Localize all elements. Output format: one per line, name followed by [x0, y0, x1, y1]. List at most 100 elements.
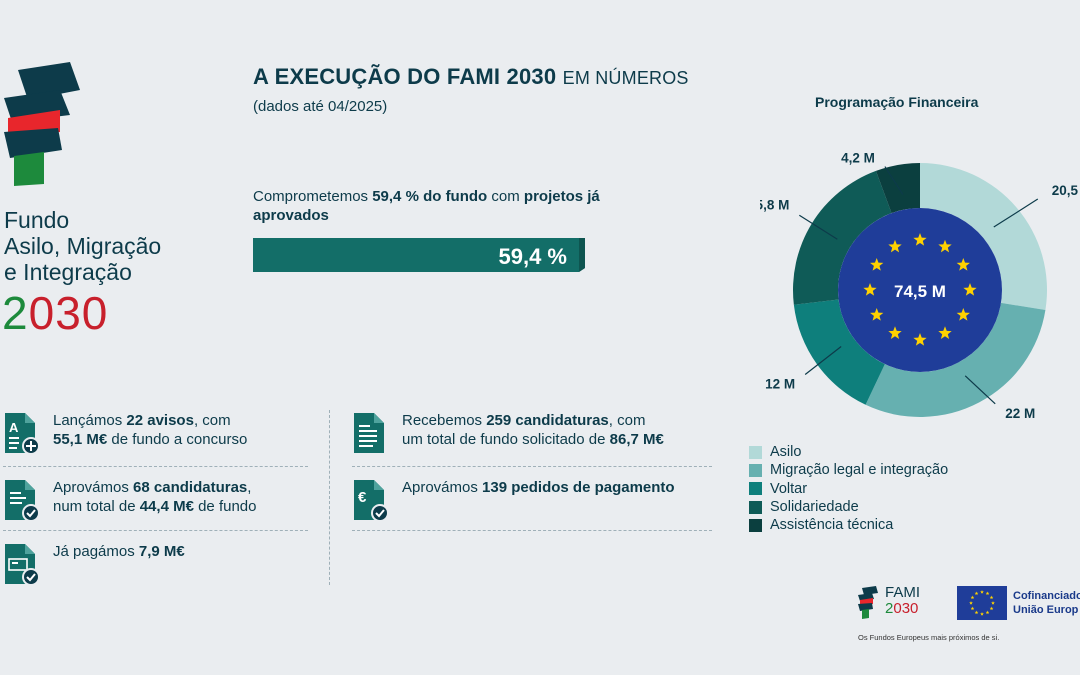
stat-part: Já pagámos — [53, 543, 139, 560]
legend-swatch — [749, 445, 762, 459]
fami-small-logo — [858, 586, 878, 619]
eu-star-icon — [980, 590, 984, 594]
stat-value: 68 candidaturas — [133, 479, 248, 496]
legend-item: Migração legal e integração — [749, 461, 948, 479]
divider — [352, 530, 712, 531]
donut-data-label: 22 M — [1005, 406, 1035, 421]
stat-candidaturas-aprovadas-text: Aprovámos 68 candidaturas, num total de … — [53, 478, 256, 516]
document-check-icon — [5, 480, 39, 522]
eu-star-icon — [989, 595, 994, 600]
year-digit: 2 — [2, 287, 29, 339]
eu-star-icon — [974, 591, 979, 596]
leader-line — [993, 198, 1039, 228]
stat-candidaturas-recebidas-text: Recebemos 259 candidaturas, com um total… — [402, 411, 664, 449]
legend-item: Assistência técnica — [749, 516, 948, 534]
page-subtitle: (dados até 04/2025) — [253, 98, 388, 115]
donut-slice — [865, 302, 1046, 418]
page-title: A EXECUÇÃO DO FAMI 2030 EM NÚMEROS — [253, 64, 689, 90]
donut-slice — [793, 170, 892, 305]
eu-star-icon — [980, 612, 984, 616]
leader-line — [804, 346, 842, 375]
fund-year: 2030 — [2, 290, 108, 336]
commitment-progress-bar: 59,4 % — [253, 234, 585, 272]
stat-part: Lançámos — [53, 412, 127, 429]
chart-title: Programação Financeira — [815, 94, 979, 110]
divider — [329, 410, 330, 585]
euro-document-check-icon: € — [354, 480, 388, 522]
page-title-bold: A EXECUÇÃO DO FAMI 2030 — [253, 64, 557, 89]
stat-part: num total de — [53, 498, 140, 515]
eu-star-icon — [888, 239, 902, 253]
eu-star-icon — [991, 601, 995, 605]
stat-part: um total de fundo solicitado de — [402, 431, 610, 448]
eu-star-icon — [888, 326, 902, 339]
legend-label: Asilo — [770, 444, 802, 461]
stat-candidaturas-aprovadas: Aprovámos 68 candidaturas, num total de … — [3, 478, 256, 522]
stat-line: 55,1 M€ de fundo a concurso — [53, 430, 247, 449]
donut-slice — [793, 299, 885, 405]
fami-small-year: 2030 — [885, 601, 920, 617]
eu-star-icon — [913, 333, 927, 346]
chart-legend: Asilo Migração legal e integração Voltar… — [749, 443, 948, 534]
year-digit: 0 — [893, 600, 902, 617]
fund-name: Fundo Asilo, Migração e Integração — [4, 207, 161, 285]
legend-label: Assistência técnica — [770, 517, 894, 534]
eu-star-icon — [956, 308, 970, 321]
stat-value: 44,4 M€ — [139, 498, 194, 515]
eu-flag-icon — [957, 586, 1007, 620]
stat-line: num total de 44,4 M€ de fundo — [53, 497, 256, 516]
eu-star-icon — [863, 283, 877, 296]
stat-part: de fundo — [193, 498, 257, 515]
leader-line — [964, 375, 996, 405]
eu-star-icon — [938, 239, 952, 253]
year-digit: 0 — [81, 287, 109, 339]
donut-data-label: 20,5 M — [1052, 183, 1080, 198]
commitment-text-b: 59,4 % do fundo — [372, 188, 488, 205]
cofinanciado-line2: União Europ — [1013, 604, 1079, 616]
cofinanciado-label: Cofinanciado União Europ — [1013, 589, 1080, 617]
stat-part: , com — [193, 412, 231, 429]
commitment-text-d: projetos já aprovados — [253, 188, 600, 224]
eu-star-icon — [963, 283, 977, 296]
stat-line: Aprovámos 68 candidaturas, — [53, 478, 256, 497]
stat-candidaturas-recebidas: Recebemos 259 candidaturas, com um total… — [352, 411, 664, 455]
stat-line: um total de fundo solicitado de 86,7 M€ — [402, 430, 664, 449]
stat-pedidos-pagamento: € Aprovámos 139 pedidos de pagamento — [352, 478, 675, 522]
fund-name-line1: Fundo — [4, 207, 70, 233]
eu-star-icon — [969, 601, 973, 605]
donut-slice — [920, 163, 1047, 310]
legend-label: Solidariedade — [770, 499, 859, 516]
legend-swatch — [749, 482, 762, 496]
stat-value: 139 pedidos de pagamento — [482, 479, 675, 496]
divider — [3, 466, 308, 467]
legend-swatch — [749, 463, 762, 477]
eu-star-icon — [870, 258, 884, 271]
stat-value: 259 candidaturas — [486, 412, 609, 429]
stat-value: 86,7 M€ — [609, 431, 664, 448]
eu-star-icon — [974, 610, 979, 615]
leader-line — [799, 214, 838, 240]
footer-tagline: Os Fundos Europeus mais próximos de si. — [858, 633, 1000, 642]
stat-value: 7,9 M€ — [138, 543, 185, 560]
stat-part: Aprovámos — [53, 479, 134, 496]
svg-text:A: A — [9, 420, 19, 435]
donut-data-label: 4,2 M — [841, 151, 875, 166]
eu-star-icon — [870, 308, 884, 321]
stat-line: Aprovámos 139 pedidos de pagamento — [402, 478, 675, 497]
page-title-thin: EM NÚMEROS — [562, 68, 689, 88]
divider — [352, 466, 712, 467]
fami-small-name: FAMI — [885, 584, 921, 601]
donut-data-label: 12 M — [765, 377, 795, 392]
legend-label: Migração legal e integração — [770, 462, 949, 479]
commitment-text-c: com — [487, 188, 524, 205]
cofinanciado-line1: Cofinanciado — [1013, 590, 1080, 602]
eu-star-icon — [985, 610, 990, 615]
legend-label: Voltar — [770, 480, 808, 497]
eu-star-icon — [938, 326, 952, 339]
document-plus-icon: A — [5, 413, 39, 455]
legend-swatch — [749, 500, 762, 514]
stat-pedidos-pagamento-text: Aprovámos 139 pedidos de pagamento — [402, 478, 675, 497]
stat-pago: Já pagámos 7,9 M€ — [3, 542, 185, 586]
year-digit: 0 — [910, 600, 919, 617]
eu-star-icon — [970, 595, 975, 600]
